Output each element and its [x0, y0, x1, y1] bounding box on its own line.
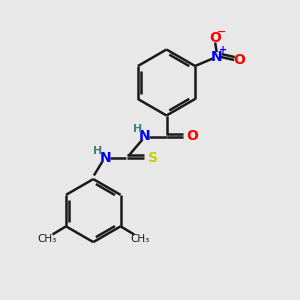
Text: N: N: [211, 50, 223, 64]
Text: +: +: [219, 45, 227, 56]
Text: −: −: [217, 27, 226, 37]
Text: CH₃: CH₃: [37, 234, 56, 244]
Text: O: O: [209, 32, 221, 45]
Text: O: O: [186, 130, 198, 143]
Text: H: H: [94, 146, 103, 156]
Text: CH₃: CH₃: [130, 234, 150, 244]
Text: O: O: [233, 53, 245, 67]
Text: S: S: [148, 151, 158, 165]
Text: N: N: [139, 130, 151, 143]
Text: N: N: [100, 151, 111, 165]
Text: H: H: [133, 124, 142, 134]
